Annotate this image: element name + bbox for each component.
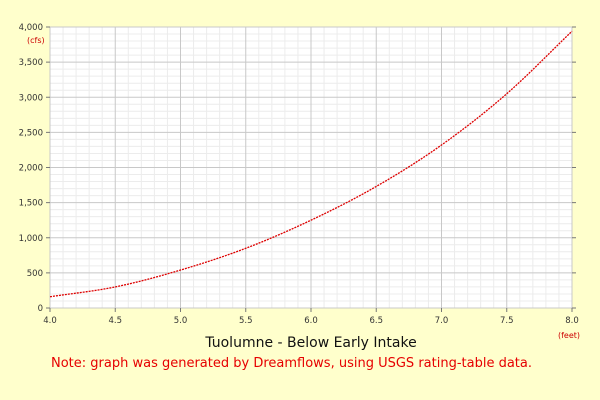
y-tick-label: 1,500 [19,199,43,209]
y-tick-label: 1,000 [19,234,43,244]
y-axis-tick-labels: 0 500 1,000 1,500 2,000 2,500 3,000 3,500 4,000 [19,23,43,314]
y-tick-label: 0 [38,304,43,314]
x-tick-label: 6.5 [369,316,383,326]
y-tick-label: 4,000 [19,23,43,33]
footnote: Note: graph was generated by Dreamflows,… [51,356,532,371]
y-tick-label: 3,500 [19,58,43,68]
x-tick-label: 5.0 [174,316,188,326]
y-tick-label: 2,000 [19,164,43,174]
y-tick-label: 3,000 [19,93,43,103]
x-axis-unit-label: (feet) [558,331,580,340]
x-tick-label: 7.0 [435,316,449,326]
y-tick-label: 2,500 [19,128,43,138]
x-tick-label: 5.5 [239,316,253,326]
chart-title: Tuolumne - Below Early Intake [204,335,416,351]
x-axis-tick-labels: 4.0 4.5 5.0 5.5 6.0 6.5 7.0 7.5 8.0 [43,316,579,326]
x-tick-label: 8.0 [565,316,579,326]
y-tick-label: 500 [27,269,43,279]
x-tick-label: 6.0 [304,316,318,326]
x-tick-label: 7.5 [500,316,514,326]
major-grid [49,26,573,309]
y-axis-unit-label: (cfs) [27,36,45,45]
axis-ticks [46,26,576,312]
x-tick-label: 4.0 [43,316,57,326]
data-points [49,31,573,297]
x-tick-label: 4.5 [108,316,122,326]
